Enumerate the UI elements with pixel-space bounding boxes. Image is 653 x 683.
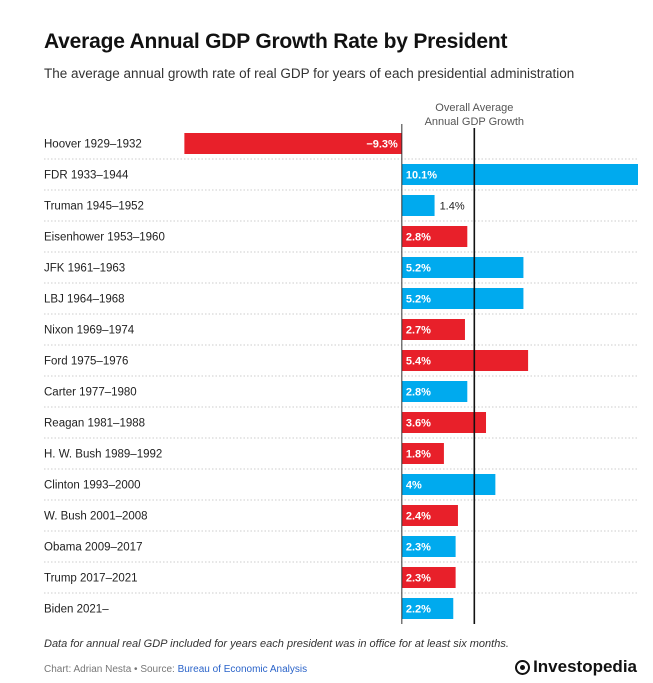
bar-value-label: 5.2% [406, 263, 431, 275]
bar-value-label: 1.4% [440, 201, 465, 213]
source-link[interactable]: Bureau of Economic Analysis [177, 664, 308, 675]
category-label: Ford 1975–1976 [44, 356, 128, 368]
brand-logo: Investopedia [515, 657, 637, 677]
bar-value-label: 2.3% [406, 542, 431, 554]
bar-value-label: 5.2% [406, 294, 431, 306]
bar [401, 319, 465, 340]
chart-title: Average Annual GDP Growth Rate by Presid… [44, 30, 508, 53]
bar [401, 381, 468, 402]
category-label: JFK 1961–1963 [44, 263, 125, 275]
bar-value-label: 2.8% [406, 387, 431, 399]
bar [184, 133, 402, 154]
bar [401, 567, 456, 588]
bar [401, 474, 496, 495]
category-label: Carter 1977–1980 [44, 387, 137, 399]
category-label: Eisenhower 1953–1960 [44, 232, 165, 244]
credit-prefix: Chart: Adrian Nesta • Source: [44, 664, 178, 675]
bar-value-label: 3.6% [406, 418, 431, 430]
bar-value-label: 1.8% [406, 449, 431, 461]
category-label: W. Bush 2001–2008 [44, 511, 148, 523]
bar-chart: Overall Average Annual GDP Growth Hoover… [44, 102, 638, 624]
category-label: H. W. Bush 1989–1992 [44, 449, 162, 461]
bar [401, 164, 638, 185]
category-label: FDR 1933–1944 [44, 170, 129, 182]
reference-label-line-2: Annual GDP Growth [425, 116, 524, 128]
chart-subtitle: The average annual growth rate of real G… [44, 66, 575, 81]
category-label: Trump 2017–2021 [44, 573, 138, 585]
bar-value-label: 5.4% [406, 356, 431, 368]
bar [401, 257, 524, 278]
credit-line: Chart: Adrian Nesta • Source: Bureau of … [44, 664, 307, 675]
bar [401, 288, 524, 309]
bar [401, 226, 468, 247]
category-label: LBJ 1964–1968 [44, 294, 125, 306]
category-label: Biden 2021– [44, 604, 109, 616]
bar-value-label: 2.4% [406, 511, 431, 523]
category-label: Clinton 1993–2000 [44, 480, 141, 492]
category-label: Reagan 1981–1988 [44, 418, 145, 430]
bar-value-label: 4% [406, 480, 422, 492]
bar [401, 505, 458, 526]
bar [401, 350, 529, 371]
category-label: Hoover 1929–1932 [44, 139, 142, 151]
category-label: Nixon 1969–1974 [44, 325, 135, 337]
brand-icon [515, 659, 531, 675]
bar-value-label: 2.2% [406, 604, 431, 616]
footnote: Data for annual real GDP included for ye… [44, 638, 509, 650]
bar-value-label: 10.1% [406, 170, 437, 182]
reference-label-line-1: Overall Average [435, 102, 513, 114]
category-label: Obama 2009–2017 [44, 542, 142, 554]
bar-value-label: 2.3% [406, 573, 431, 585]
bar-value-label: −9.3% [366, 139, 398, 151]
bar [401, 598, 454, 619]
bar-value-label: 2.8% [406, 232, 431, 244]
bar-value-label: 2.7% [406, 325, 431, 337]
bar [401, 443, 444, 464]
brand-name: Investopedia [533, 657, 637, 676]
bar [401, 412, 487, 433]
category-label: Truman 1945–1952 [44, 201, 144, 213]
bar [401, 536, 456, 557]
bar [401, 195, 435, 216]
